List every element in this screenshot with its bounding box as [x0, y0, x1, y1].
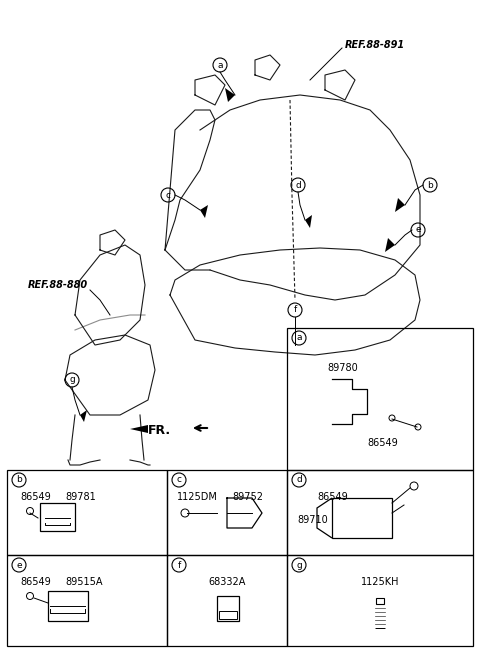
Text: 89781: 89781 — [65, 492, 96, 502]
Text: d: d — [296, 476, 302, 485]
Polygon shape — [385, 238, 395, 252]
Text: c: c — [177, 476, 181, 485]
Bar — [167, 470, 287, 555]
Bar — [287, 555, 473, 646]
Bar — [217, 596, 239, 621]
Text: 86549: 86549 — [317, 492, 348, 502]
Bar — [167, 555, 287, 646]
Text: 89515A: 89515A — [65, 577, 103, 587]
Bar — [332, 498, 392, 538]
Polygon shape — [305, 215, 312, 228]
Bar — [7, 470, 167, 555]
Text: b: b — [16, 476, 22, 485]
Text: REF.88-891: REF.88-891 — [345, 40, 405, 50]
Text: c: c — [166, 190, 170, 199]
Bar — [376, 598, 384, 604]
Bar — [7, 555, 167, 646]
Text: 86549: 86549 — [20, 577, 51, 587]
Text: f: f — [178, 560, 180, 569]
Polygon shape — [200, 205, 208, 218]
Text: 89780: 89780 — [327, 363, 358, 373]
Text: 86549: 86549 — [367, 438, 398, 448]
Text: f: f — [293, 306, 297, 314]
Polygon shape — [395, 198, 405, 212]
Text: b: b — [427, 180, 433, 190]
Text: 89710: 89710 — [297, 515, 328, 525]
Bar — [219, 611, 237, 619]
Text: a: a — [296, 333, 302, 342]
Text: g: g — [69, 375, 75, 384]
Text: REF.88-880: REF.88-880 — [28, 280, 88, 290]
Bar — [40, 503, 75, 531]
Text: a: a — [217, 60, 223, 70]
Text: e: e — [415, 226, 421, 234]
Text: d: d — [295, 180, 301, 190]
Text: g: g — [296, 560, 302, 569]
Text: 1125DM: 1125DM — [177, 492, 218, 502]
Polygon shape — [225, 88, 235, 102]
Bar — [287, 328, 473, 470]
Bar — [48, 591, 88, 621]
Polygon shape — [130, 425, 148, 433]
Text: e: e — [16, 560, 22, 569]
Polygon shape — [80, 410, 87, 422]
Text: 1125KH: 1125KH — [361, 577, 399, 587]
Text: FR.: FR. — [148, 424, 171, 436]
Text: 68332A: 68332A — [208, 577, 246, 587]
Bar — [287, 470, 473, 555]
Text: 86549: 86549 — [20, 492, 51, 502]
Text: 89752: 89752 — [232, 492, 263, 502]
